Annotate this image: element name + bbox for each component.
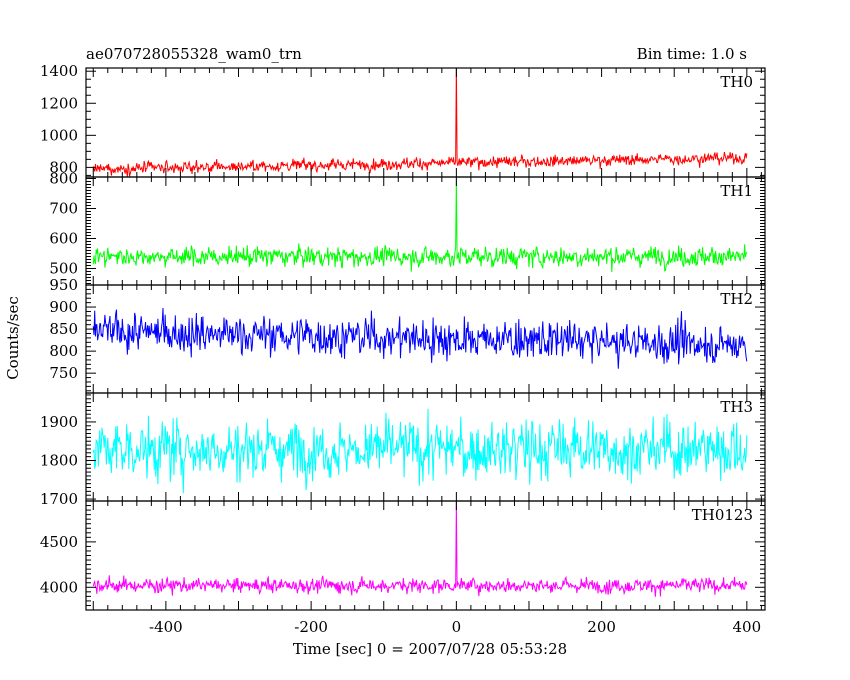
y-tick-label-th1: 500 (49, 260, 78, 278)
panel-th2: 750 800 850 900 950 TH2 (49, 276, 766, 394)
y-tick-label-th0: 800 (49, 158, 78, 176)
panel-label-th0123: TH0123 (692, 506, 753, 524)
series-line-th0123 (92, 501, 748, 597)
x-tick-label: -400 (149, 618, 183, 636)
y-tick-label-th1: 600 (49, 230, 78, 248)
panel-th1: 500 600 700 800 TH1 (49, 170, 766, 286)
series-line-th3 (92, 408, 748, 494)
y-tick-label-th0123: 4000 (40, 578, 78, 596)
series-line-th0 (92, 68, 748, 177)
y-tick-label-th3: 1700 (40, 490, 78, 508)
panel-th3: 1700 1800 1900 TH3 (40, 392, 766, 508)
y-tick-label-th0: 1000 (40, 126, 78, 144)
y-tick-label-th2: 950 (49, 276, 78, 294)
panel-th0123: 4000 4500 TH0123 (40, 500, 766, 611)
y-axis-label: Counts/sec (4, 296, 22, 380)
plot-title: ae070728055328_wam0_trn (86, 45, 302, 63)
panel-label-th1: TH1 (720, 182, 753, 200)
y-tick-label-th0: 1400 (40, 62, 78, 80)
panel-frame-th1 (85, 176, 766, 286)
panel-label-th0: TH0 (720, 73, 753, 91)
y-tick-label-th2: 750 (49, 364, 78, 382)
y-tick-label-th1: 800 (49, 170, 78, 188)
panel-label-th2: TH2 (720, 290, 753, 308)
y-tick-label-th2: 850 (49, 320, 78, 338)
series-line-th2 (92, 307, 748, 369)
x-tick-label: 200 (587, 618, 616, 636)
x-tick-label: 400 (733, 618, 762, 636)
panel-frame-th0123 (85, 500, 766, 611)
x-axis: -400 -200 0 200 400 (149, 618, 761, 636)
y-tick-label-th2: 900 (49, 298, 78, 316)
x-axis-label: Time [sec] 0 = 2007/07/28 05:53:28 (293, 640, 567, 658)
y-tick-label-th0123: 4500 (40, 533, 78, 551)
bin-time-label: Bin time: 1.0 s (637, 45, 747, 63)
panels-group: 800100012001400TH0500600700800TH17508008… (40, 62, 766, 611)
x-tick-label: -200 (294, 618, 328, 636)
y-tick-label-th2: 800 (49, 342, 78, 360)
panel-label-th3: TH3 (720, 398, 753, 416)
y-tick-label-th0: 1200 (40, 94, 78, 112)
series-line-th1 (92, 178, 748, 273)
panel-frame-th0 (85, 67, 766, 178)
x-tick-label: 0 (452, 618, 462, 636)
panel-th0: 800 1000 1200 1400 TH0 (40, 62, 766, 178)
y-tick-label-th3: 1800 (40, 452, 78, 470)
y-tick-label-th1: 700 (49, 200, 78, 218)
y-tick-label-th3: 1900 (40, 413, 78, 431)
